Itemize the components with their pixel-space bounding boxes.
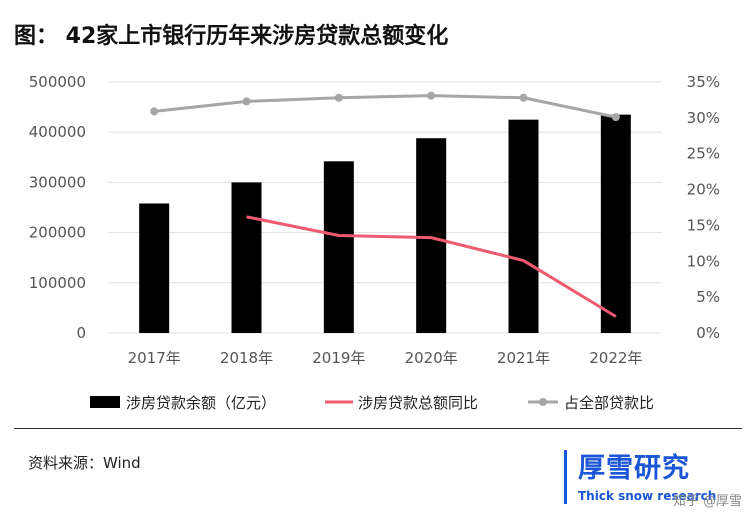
bar <box>508 119 539 334</box>
divider <box>14 428 742 429</box>
x-tick-label: 2017年 <box>128 349 181 367</box>
y-left-tick-label: 500000 <box>29 73 86 91</box>
logo-bar <box>564 450 567 504</box>
legend-swatch-bar <box>90 396 120 408</box>
bar <box>416 138 447 333</box>
x-axis: 2017年 2018年 2019年 2020年 2021年 2022年 <box>128 349 643 367</box>
share-point <box>150 107 159 116</box>
y-right-tick-label: 30% <box>687 109 720 127</box>
y-right-tick-label: 5% <box>696 288 720 306</box>
y-right-tick-label: 20% <box>687 181 720 199</box>
y-right-tick-label: 35% <box>687 73 720 91</box>
bar <box>139 203 170 333</box>
logo-subtitle: Thick snow research <box>578 489 717 503</box>
y-left-tick-label: 100000 <box>29 274 86 292</box>
y-left-tick-label: 300000 <box>29 173 86 191</box>
x-tick-label: 2022年 <box>589 349 642 367</box>
share-point <box>519 93 528 102</box>
y-left-tick-label: 0 <box>76 324 86 342</box>
y-left-tick-label: 200000 <box>29 224 86 242</box>
chart-title: 图： 42家上市银行历年来涉房贷款总额变化 <box>14 24 449 49</box>
chart: 0 100000 200000 300000 400000 500000 0% 5% 10% 1… <box>29 73 720 412</box>
legend-marker-share <box>539 398 547 406</box>
growth-line <box>246 215 617 318</box>
bar <box>231 182 262 333</box>
y-right-tick-label: 10% <box>687 252 720 270</box>
line-series <box>150 91 620 318</box>
bar <box>323 161 354 333</box>
source-note: 资料来源：Wind <box>28 454 141 472</box>
gridlines <box>108 81 662 334</box>
logo-name: 厚雪研究 <box>578 453 690 484</box>
legend-label: 占全部贷款比 <box>564 394 654 412</box>
x-tick-label: 2018年 <box>220 349 273 367</box>
y-right-tick-label: 25% <box>687 145 720 163</box>
bar <box>600 114 631 333</box>
x-tick-label: 2020年 <box>405 349 458 367</box>
share-point <box>427 91 436 100</box>
legend-label: 涉房贷款总额同比 <box>358 394 478 412</box>
x-tick-label: 2021年 <box>497 349 550 367</box>
share-point <box>334 93 343 102</box>
share-point <box>242 97 251 106</box>
legend-label: 涉房贷款余额（亿元） <box>126 394 276 412</box>
right-axis: 0% 5% 10% 15% 20% 25% 30% 35% <box>687 73 720 342</box>
y-left-tick-label: 400000 <box>29 123 86 141</box>
left-axis: 0 100000 200000 300000 400000 500000 <box>29 73 86 342</box>
y-right-tick-label: 0% <box>696 324 720 342</box>
y-right-tick-label: 15% <box>687 216 720 234</box>
brand-logo: 厚雪研究 Thick snow research <box>564 446 748 504</box>
credit-watermark: 知乎 @厚雪 <box>672 494 742 509</box>
bar-series <box>139 114 631 334</box>
legend: 涉房贷款余额（亿元） 涉房贷款总额同比 占全部贷款比 <box>90 394 654 412</box>
x-tick-label: 2019年 <box>312 349 365 367</box>
share-point <box>611 113 620 122</box>
share-line <box>154 94 617 119</box>
